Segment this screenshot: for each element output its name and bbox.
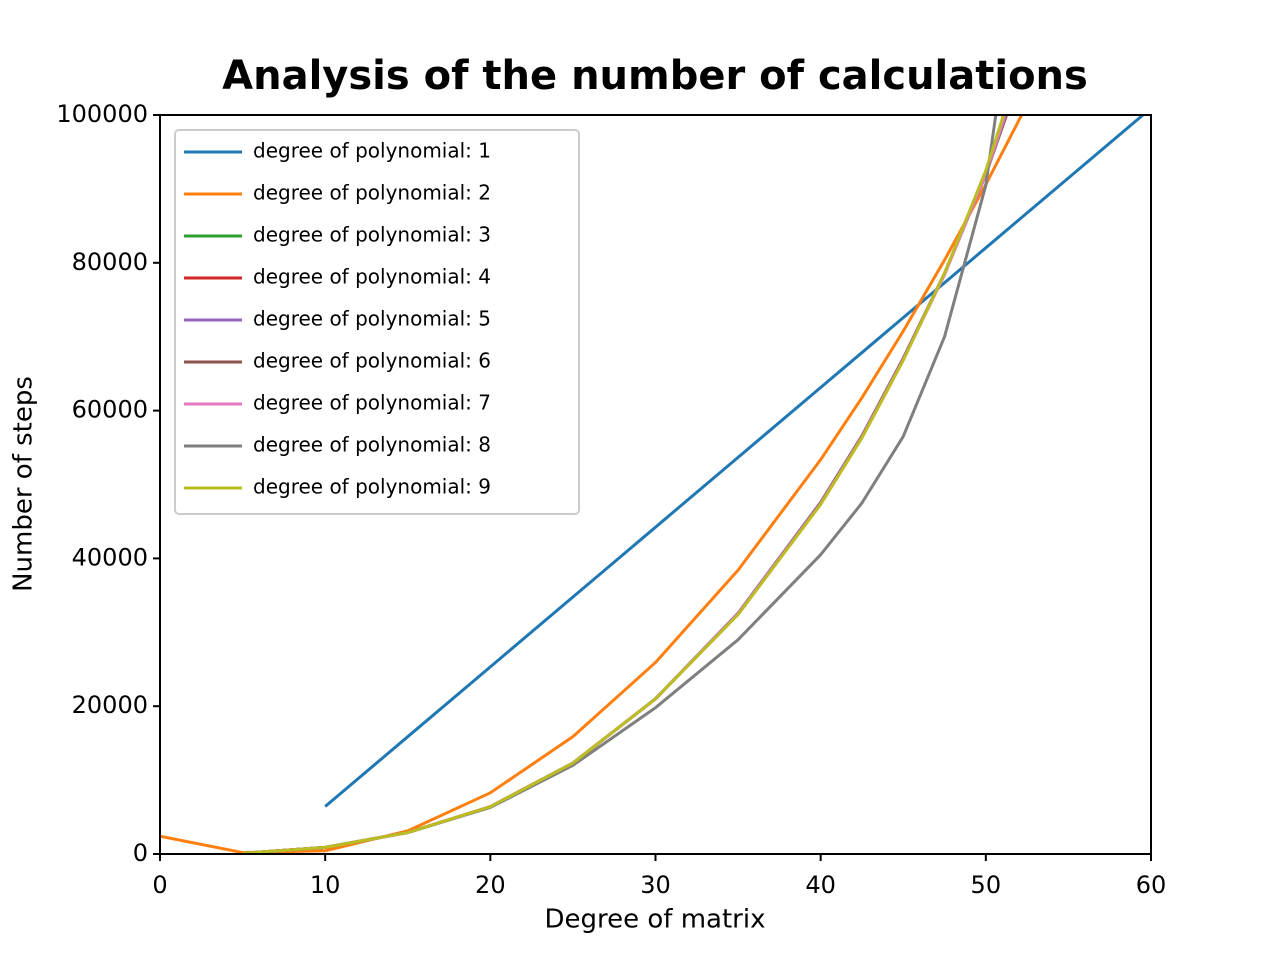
y-axis-label: Number of steps xyxy=(9,376,39,592)
y-tick-label: 80000 xyxy=(72,248,148,276)
series-line xyxy=(242,115,1006,854)
x-tick-label: 40 xyxy=(805,871,836,899)
legend-label: degree of polynomial: 9 xyxy=(253,475,491,499)
y-tick-label: 20000 xyxy=(72,691,148,719)
y-tick-label: 100000 xyxy=(56,100,148,128)
chart-title: Analysis of the number of calculations xyxy=(222,53,1088,99)
legend-label: degree of polynomial: 1 xyxy=(253,139,491,163)
x-tick-label: 0 xyxy=(152,871,167,899)
y-tick-label: 60000 xyxy=(72,396,148,424)
x-tick-label: 60 xyxy=(1136,871,1167,899)
legend: degree of polynomial: 1 degree of polynom… xyxy=(174,129,580,515)
x-tick-label: 50 xyxy=(971,871,1002,899)
legend-label: degree of polynomial: 3 xyxy=(253,223,491,247)
legend-frame xyxy=(174,129,580,515)
x-tick-label: 30 xyxy=(640,871,671,899)
legend-label: degree of polynomial: 6 xyxy=(253,349,491,373)
legend-label: degree of polynomial: 4 xyxy=(253,265,491,289)
legend-label: degree of polynomial: 2 xyxy=(253,181,491,205)
x-axis-label: Degree of matrix xyxy=(545,905,766,935)
plot-lines xyxy=(160,115,1146,854)
y-tick-label: 40000 xyxy=(72,543,148,571)
x-tick-label: 20 xyxy=(475,871,506,899)
series-line xyxy=(324,115,1146,808)
legend-label: degree of polynomial: 7 xyxy=(253,391,491,415)
y-tick-label: 0 xyxy=(133,839,148,867)
x-tick-label: 10 xyxy=(310,871,341,899)
legend-label: degree of polynomial: 8 xyxy=(253,433,491,457)
legend-label: degree of polynomial: 5 xyxy=(253,307,491,331)
